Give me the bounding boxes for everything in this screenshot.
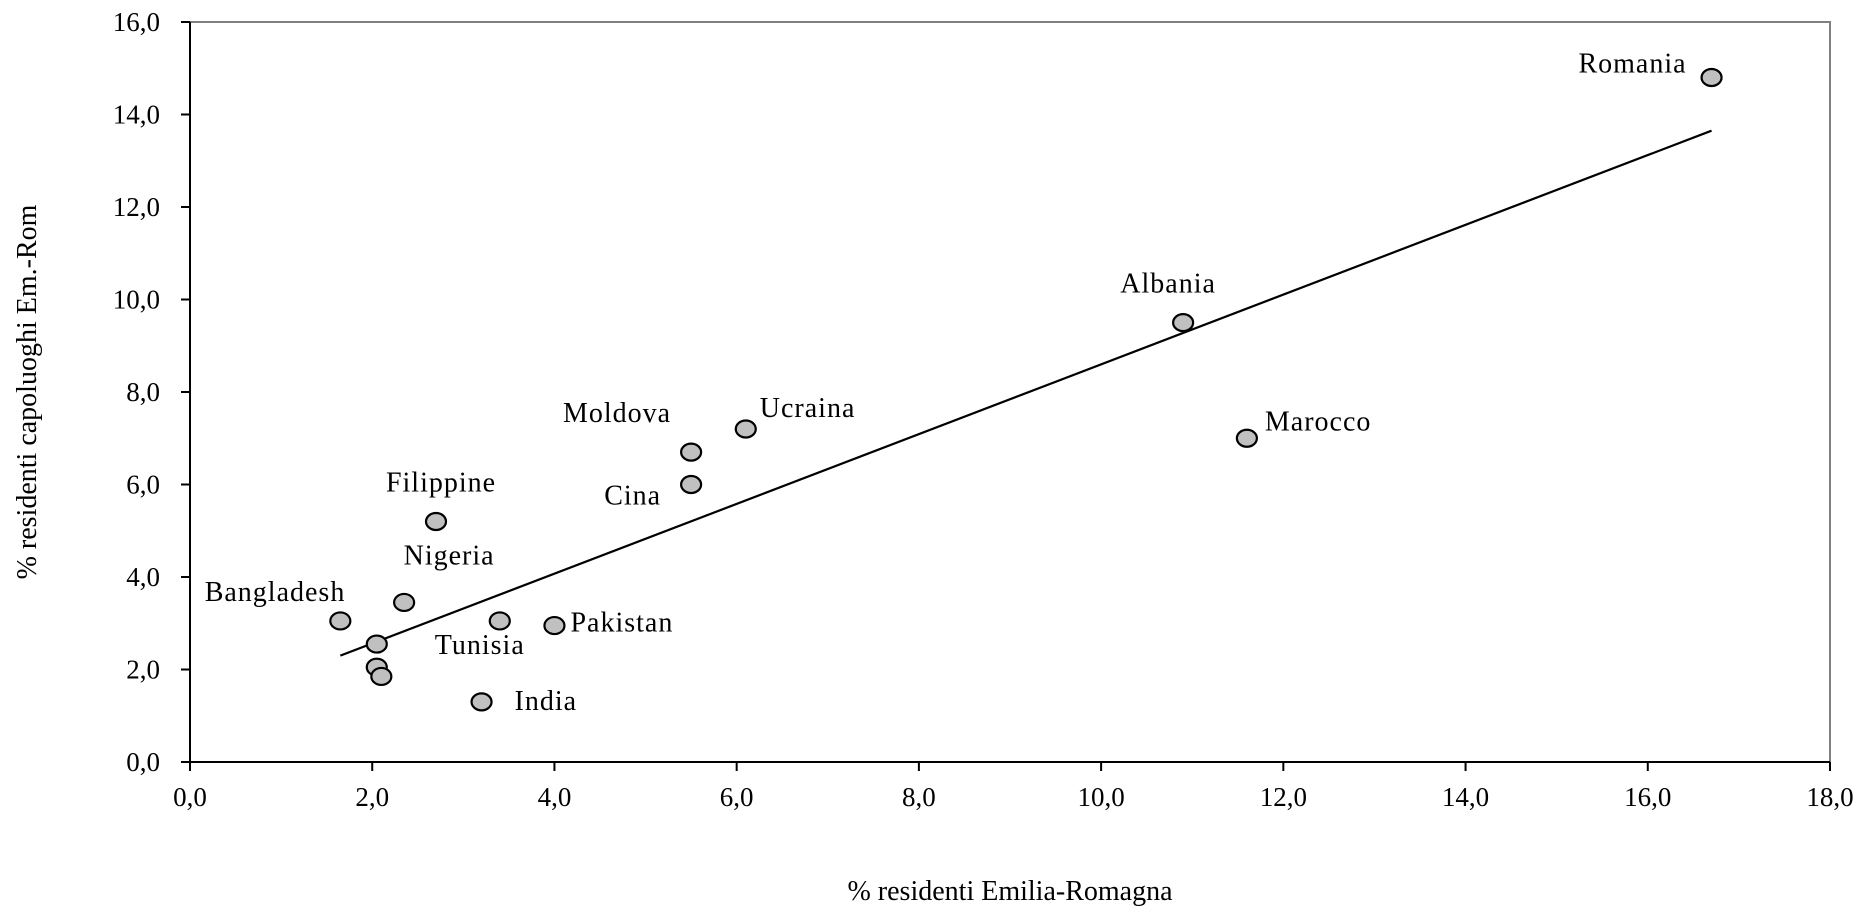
x-tick-label: 6,0 (720, 782, 754, 812)
x-tick-label: 0,0 (173, 782, 207, 812)
x-tick-label: 4,0 (538, 782, 572, 812)
y-tick-label: 4,0 (126, 562, 160, 592)
x-axis-title: % residenti Emilia-Romagna (847, 876, 1173, 906)
point-label-albania: Albania (1120, 269, 1216, 300)
x-tick-label: 8,0 (902, 782, 936, 812)
data-point (543, 615, 566, 636)
y-tick-label: 16,0 (113, 7, 160, 37)
y-tick-label: 8,0 (126, 377, 160, 407)
x-tick-label: 12,0 (1260, 782, 1307, 812)
data-point (1700, 67, 1723, 88)
data-point (680, 474, 703, 495)
x-tick-label: 10,0 (1077, 782, 1124, 812)
y-tick-label: 6,0 (126, 470, 160, 500)
point-label-marocco: Marocco (1265, 406, 1372, 437)
y-tick-label: 0,0 (126, 747, 160, 777)
y-tick-label: 14,0 (113, 100, 160, 130)
data-point (329, 611, 352, 631)
point-label-pakistan: Pakistan (570, 608, 673, 639)
data-point (370, 666, 393, 687)
y-axis-ticks: 0,0 2,0 4,0 6,0 8,0 10,0 12,0 14,0 16,0 (113, 7, 190, 777)
data-points (329, 67, 1723, 712)
data-point (1235, 428, 1258, 448)
point-label-india: India (515, 686, 578, 717)
point-label-filippine: Filippine (386, 468, 496, 499)
data-point (1172, 313, 1195, 333)
x-tick-label: 16,0 (1624, 782, 1671, 812)
point-label-cina: Cina (604, 481, 661, 512)
data-point (680, 442, 703, 462)
x-tick-label: 2,0 (355, 782, 389, 812)
data-point (488, 611, 511, 631)
data-point (424, 511, 448, 532)
point-label-moldova: Moldova (563, 398, 671, 429)
data-point (365, 634, 388, 654)
point-label-tunisia: Tunisia (435, 630, 525, 661)
y-tick-label: 10,0 (113, 285, 160, 315)
point-label-romania: Romania (1578, 49, 1686, 80)
x-axis-ticks: 0,0 2,0 4,0 6,0 8,0 10,0 12,0 14,0 16,0 18,0 (173, 762, 1854, 812)
x-tick-label: 14,0 (1442, 782, 1489, 812)
trendline (339, 129, 1712, 657)
point-label-bangladesh: Bangladesh (205, 577, 346, 608)
point-label-nigeria: Nigeria (404, 540, 495, 571)
plot-frame (189, 21, 1831, 763)
point-label-ucraina: Ucraina (760, 393, 856, 424)
y-tick-label: 2,0 (126, 655, 160, 685)
data-point (393, 592, 416, 613)
y-tick-label: 12,0 (113, 192, 160, 222)
trendline-group (339, 129, 1712, 657)
data-point (470, 692, 493, 712)
y-axis-title: % residenti capoluoghi Em.-Rom (12, 204, 43, 579)
x-tick-label: 18,0 (1806, 782, 1853, 812)
data-point (734, 419, 757, 439)
point-labels: Romania Albania Marocco Ucraina Moldova Cina F… (205, 49, 1686, 717)
